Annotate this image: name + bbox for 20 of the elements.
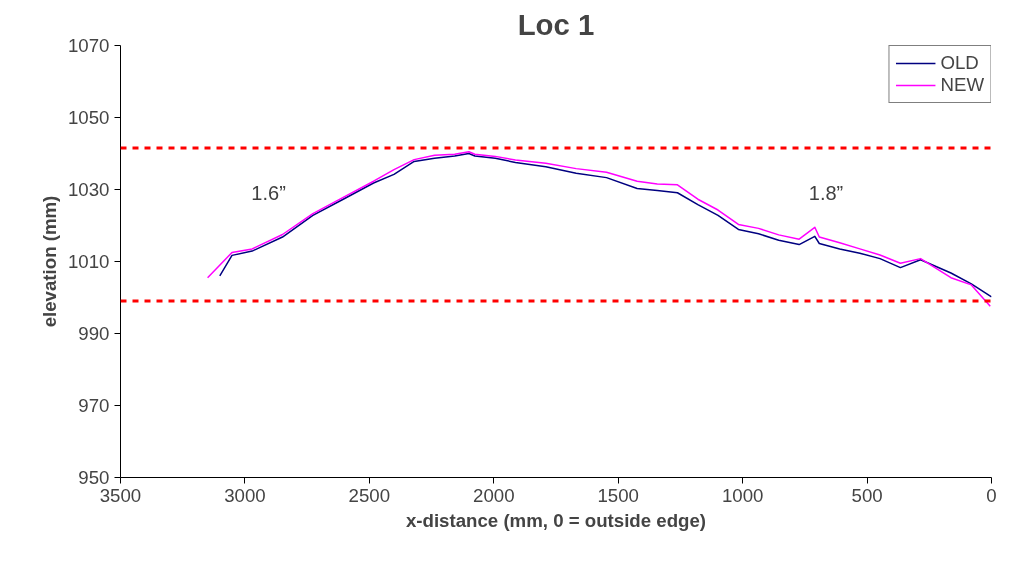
y-tick-label: 1030 xyxy=(68,179,110,200)
y-tick-label: 1050 xyxy=(68,107,110,128)
legend-label: NEW xyxy=(940,74,984,96)
x-tick-label: 1000 xyxy=(721,484,764,506)
y-tick-label: 990 xyxy=(78,323,110,344)
annotation: 1.6” xyxy=(251,182,286,205)
y-tick-label: 1010 xyxy=(68,251,110,272)
chart-title: Loc 1 xyxy=(517,7,595,41)
x-tick-label: 0 xyxy=(986,484,997,506)
y-tick-label: 1070 xyxy=(68,35,110,56)
x-tick-label: 2000 xyxy=(473,484,515,506)
annotation: 1.8” xyxy=(808,182,844,205)
y-axis-title: elevation (mm) xyxy=(39,195,60,328)
x-tick-label: 2500 xyxy=(348,484,391,506)
legend-label: OLD xyxy=(940,52,979,74)
x-axis-title: x-distance (mm, 0 = outside edge) xyxy=(405,509,707,531)
y-tick-label: 970 xyxy=(78,395,110,416)
x-tick-label: 1500 xyxy=(597,484,639,506)
x-tick-label: 500 xyxy=(851,484,883,506)
x-tick-label: 3000 xyxy=(224,484,266,506)
